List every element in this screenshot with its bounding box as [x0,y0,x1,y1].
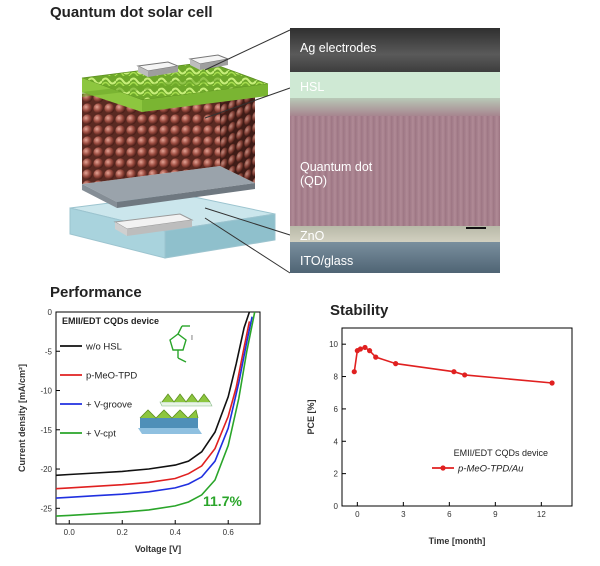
label-quantum-dot: Quantum dot (QD) [300,160,373,188]
data-point [357,346,363,352]
legend-marker [440,465,446,471]
x-tick-label: 0.0 [64,528,76,537]
stability-plot-area [341,327,573,507]
layer-hsl [290,72,500,98]
efficiency-label: 11.7% [203,493,242,509]
data-point [549,380,555,386]
stability-curves [351,344,555,386]
series-line-1 [55,321,251,490]
label-ag-electrodes: Ag electrodes [300,41,377,55]
device-title: Quantum dot solar cell [50,4,213,21]
performance-ticks: 0.0 0.2 0.4 0.6 0 -5 -10 -15 -20 -25 [40,308,234,537]
x-tick-label: 3 [401,510,406,519]
stability-ticks: 0 3 6 9 12 0 2 4 6 8 10 [329,340,546,519]
y-tick-label: 2 [334,470,339,479]
legend-label: + V-cpt [86,429,116,440]
x-tick-label: 12 [537,510,546,519]
connector-lines [204,29,291,274]
tem-cross-section: Ag electrodes HSL Quantum dot (QD) ZnO I… [290,28,500,273]
x-tick-label: 0.4 [170,528,182,537]
x-tick-label: 6 [447,510,452,519]
svg-text:I: I [191,335,193,342]
x-tick-label: 0.6 [223,528,235,537]
device-illustration [69,54,276,259]
series-line-0 [55,311,251,477]
performance-legend: w/o HSL p-MeO-TPD + V-groove + V-cpt [60,342,137,440]
y-tick-label: 8 [334,373,339,382]
performance-xlabel: Voltage [V] [135,544,181,554]
y-tick-label: -10 [40,387,52,396]
performance-curves [55,311,256,517]
layer-ag [290,28,500,72]
layer-qd [290,116,500,228]
data-point [451,369,457,375]
performance-chart: 0.0 0.2 0.4 0.6 0 -5 -10 -15 -20 -25 EMII/EDT CQD… [17,308,261,554]
x-tick-label: 0.2 [117,528,129,537]
y-tick-label: -25 [40,504,52,513]
legend-label: p-MeO-TPD [86,371,137,382]
v-cpt-icon [138,409,202,434]
x-tick-label: 0 [355,510,360,519]
data-point [462,372,468,378]
y-tick-label: 4 [334,437,339,446]
y-tick-label: 0 [334,502,339,511]
data-point [362,344,368,351]
series-line-3 [55,311,256,517]
stability-ylabel: PCE [%] [306,399,316,434]
y-tick-label: 6 [334,405,339,414]
legend-label: w/o HSL [85,342,122,353]
data-point [367,348,373,354]
y-tick-label: -15 [40,426,52,435]
v-groove-icon [159,393,213,407]
performance-ylabel: Current density [mA/cm²] [17,364,27,472]
series-line-2 [55,316,253,499]
x-tick-label: 9 [493,510,498,519]
layer-zno [290,226,500,242]
legend-label: p-MeO-TPD/Au [457,464,524,475]
stability-device-label: EMII/EDT CQDs device [454,448,548,458]
scale-bar [466,227,486,229]
molecule-icon: I [169,325,193,363]
layer-ito [290,242,500,273]
stability-chart: 0 3 6 9 12 0 2 4 6 8 10 EMII/EDT CQDs device p-MeO… [306,327,573,546]
label-hsl: HSL [300,80,325,94]
ag-electrode-left [136,61,180,77]
data-point [351,369,357,375]
stability-title: Stability [330,302,389,319]
y-tick-label: -5 [45,347,53,356]
performance-title: Performance [50,284,142,301]
data-point [373,354,379,360]
qd-side-face [220,76,255,183]
y-tick-label: 10 [329,340,338,349]
stability-xlabel: Time [month] [429,536,486,546]
stability-legend: p-MeO-TPD/Au [432,464,524,475]
y-tick-label: -20 [40,465,52,474]
label-ito-glass: ITO/glass [300,254,354,268]
label-zno: ZnO [300,229,325,243]
data-point [393,361,399,367]
y-tick-label: 0 [48,308,53,317]
performance-device-label: EMII/EDT CQDs device [62,316,159,326]
legend-label: + V-groove [86,400,132,411]
